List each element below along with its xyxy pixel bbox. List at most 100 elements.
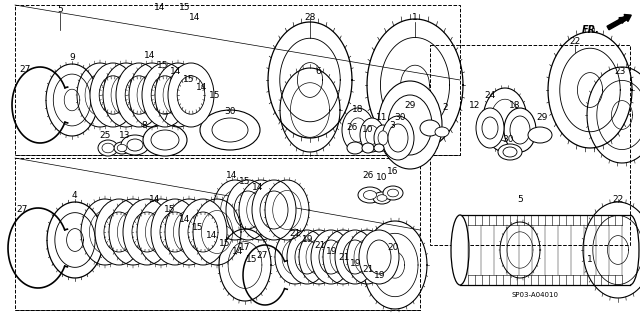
Ellipse shape: [121, 135, 149, 155]
Text: 15: 15: [157, 61, 169, 70]
Ellipse shape: [117, 145, 127, 152]
Text: 14: 14: [154, 4, 166, 12]
Text: 9: 9: [69, 54, 75, 63]
Ellipse shape: [102, 143, 114, 153]
Ellipse shape: [295, 240, 319, 274]
Text: 19: 19: [374, 271, 386, 280]
Ellipse shape: [177, 76, 205, 114]
Text: FR.: FR.: [582, 25, 600, 35]
Ellipse shape: [362, 143, 374, 153]
Text: 29: 29: [536, 114, 548, 122]
Ellipse shape: [143, 124, 187, 156]
Ellipse shape: [420, 120, 440, 136]
Ellipse shape: [382, 116, 414, 160]
Ellipse shape: [142, 63, 188, 127]
Ellipse shape: [125, 76, 153, 114]
Ellipse shape: [498, 144, 522, 160]
Text: 18: 18: [352, 106, 364, 115]
Text: 13: 13: [119, 130, 131, 139]
Text: 17: 17: [239, 243, 251, 253]
Text: 29: 29: [404, 100, 416, 109]
Text: 10: 10: [362, 125, 374, 135]
Text: 14: 14: [179, 216, 191, 225]
Text: 8: 8: [141, 121, 147, 130]
Text: 19: 19: [302, 235, 314, 244]
Ellipse shape: [98, 140, 118, 156]
Ellipse shape: [503, 147, 517, 157]
Text: 25: 25: [99, 130, 111, 139]
Ellipse shape: [234, 191, 262, 229]
Text: 30: 30: [394, 114, 406, 122]
Text: 14: 14: [189, 13, 201, 23]
Ellipse shape: [311, 230, 351, 284]
Ellipse shape: [343, 240, 367, 274]
Ellipse shape: [360, 118, 384, 152]
FancyArrow shape: [607, 14, 631, 30]
Text: 21: 21: [289, 229, 301, 239]
Ellipse shape: [435, 127, 449, 137]
Ellipse shape: [510, 116, 530, 144]
Text: 15: 15: [164, 205, 176, 214]
Text: 22: 22: [570, 38, 580, 47]
Text: 14: 14: [206, 232, 218, 241]
Text: 27: 27: [16, 205, 28, 214]
Ellipse shape: [200, 110, 260, 150]
Text: 1: 1: [587, 256, 593, 264]
Ellipse shape: [95, 199, 143, 265]
Ellipse shape: [104, 212, 134, 252]
Text: 4: 4: [71, 190, 77, 199]
Ellipse shape: [383, 186, 403, 200]
Ellipse shape: [287, 230, 327, 284]
Text: 1: 1: [412, 13, 418, 23]
Text: 20: 20: [387, 243, 399, 253]
Bar: [15, 5, 460, 155]
Text: 15: 15: [246, 256, 258, 264]
Ellipse shape: [151, 76, 179, 114]
Ellipse shape: [123, 199, 171, 265]
Text: 19: 19: [326, 248, 338, 256]
Ellipse shape: [226, 180, 270, 240]
Ellipse shape: [528, 127, 552, 143]
Text: 14: 14: [144, 50, 156, 60]
Text: 27: 27: [19, 65, 31, 75]
Ellipse shape: [127, 139, 143, 151]
Ellipse shape: [151, 130, 179, 150]
Ellipse shape: [482, 117, 498, 139]
Text: 15: 15: [209, 91, 221, 100]
Text: 30: 30: [502, 136, 514, 145]
Ellipse shape: [365, 126, 379, 145]
Ellipse shape: [168, 63, 214, 127]
Text: 15: 15: [239, 177, 251, 187]
Text: 21: 21: [362, 265, 374, 275]
Text: 14: 14: [149, 196, 161, 204]
Text: 15: 15: [192, 224, 204, 233]
Ellipse shape: [358, 187, 382, 203]
Ellipse shape: [359, 230, 399, 284]
Ellipse shape: [451, 215, 469, 285]
Ellipse shape: [364, 190, 376, 199]
Text: 14: 14: [232, 248, 244, 256]
Text: 15: 15: [220, 240, 231, 249]
Ellipse shape: [347, 142, 363, 154]
Ellipse shape: [319, 240, 343, 274]
Text: 15: 15: [183, 76, 195, 85]
Bar: [430, 45, 630, 245]
Ellipse shape: [367, 240, 391, 274]
Text: 21: 21: [339, 254, 349, 263]
Ellipse shape: [188, 212, 218, 252]
Ellipse shape: [374, 144, 384, 152]
Ellipse shape: [504, 108, 536, 152]
Ellipse shape: [388, 95, 432, 155]
Text: 18: 18: [509, 100, 521, 109]
Text: 2: 2: [442, 103, 448, 113]
Ellipse shape: [388, 124, 408, 152]
Ellipse shape: [114, 142, 130, 154]
Text: 14: 14: [227, 170, 237, 180]
Bar: [15, 158, 420, 310]
Ellipse shape: [252, 180, 296, 240]
Text: 15: 15: [179, 4, 191, 12]
Text: 5: 5: [57, 5, 63, 14]
Text: 11: 11: [376, 114, 388, 122]
Text: 24: 24: [484, 91, 495, 100]
Text: 26: 26: [362, 170, 374, 180]
